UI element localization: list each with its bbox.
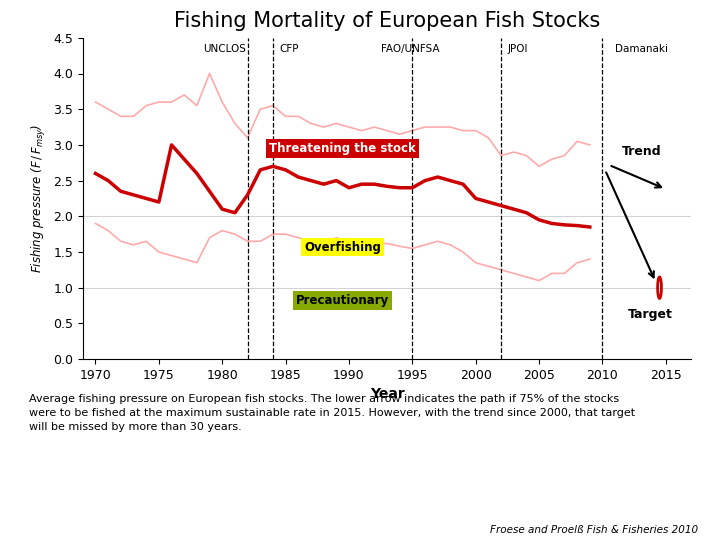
Text: Target: Target [629, 308, 673, 321]
Text: Average fishing pressure on European fish stocks. The lower arrow indicates the : Average fishing pressure on European fis… [29, 394, 635, 432]
Text: Overfishing: Overfishing [305, 240, 381, 253]
Text: Damanaki: Damanaki [615, 44, 668, 53]
Title: Fishing Mortality of European Fish Stocks: Fishing Mortality of European Fish Stock… [174, 11, 600, 31]
Text: Precautionary: Precautionary [296, 294, 390, 307]
Text: Trend: Trend [621, 145, 661, 158]
Text: UNCLOS: UNCLOS [203, 44, 246, 53]
Text: Threatening the stock: Threatening the stock [269, 142, 416, 155]
Text: JPOI: JPOI [508, 44, 528, 53]
Text: FAO/UNFSA: FAO/UNFSA [381, 44, 439, 53]
X-axis label: Year: Year [369, 387, 405, 401]
Y-axis label: Fishing pressure ($F\,/\,F_{msy}$): Fishing pressure ($F\,/\,F_{msy}$) [30, 124, 48, 273]
Text: CFP: CFP [279, 44, 299, 53]
Text: Froese and Proelß Fish & Fisheries 2010: Froese and Proelß Fish & Fisheries 2010 [490, 524, 698, 535]
